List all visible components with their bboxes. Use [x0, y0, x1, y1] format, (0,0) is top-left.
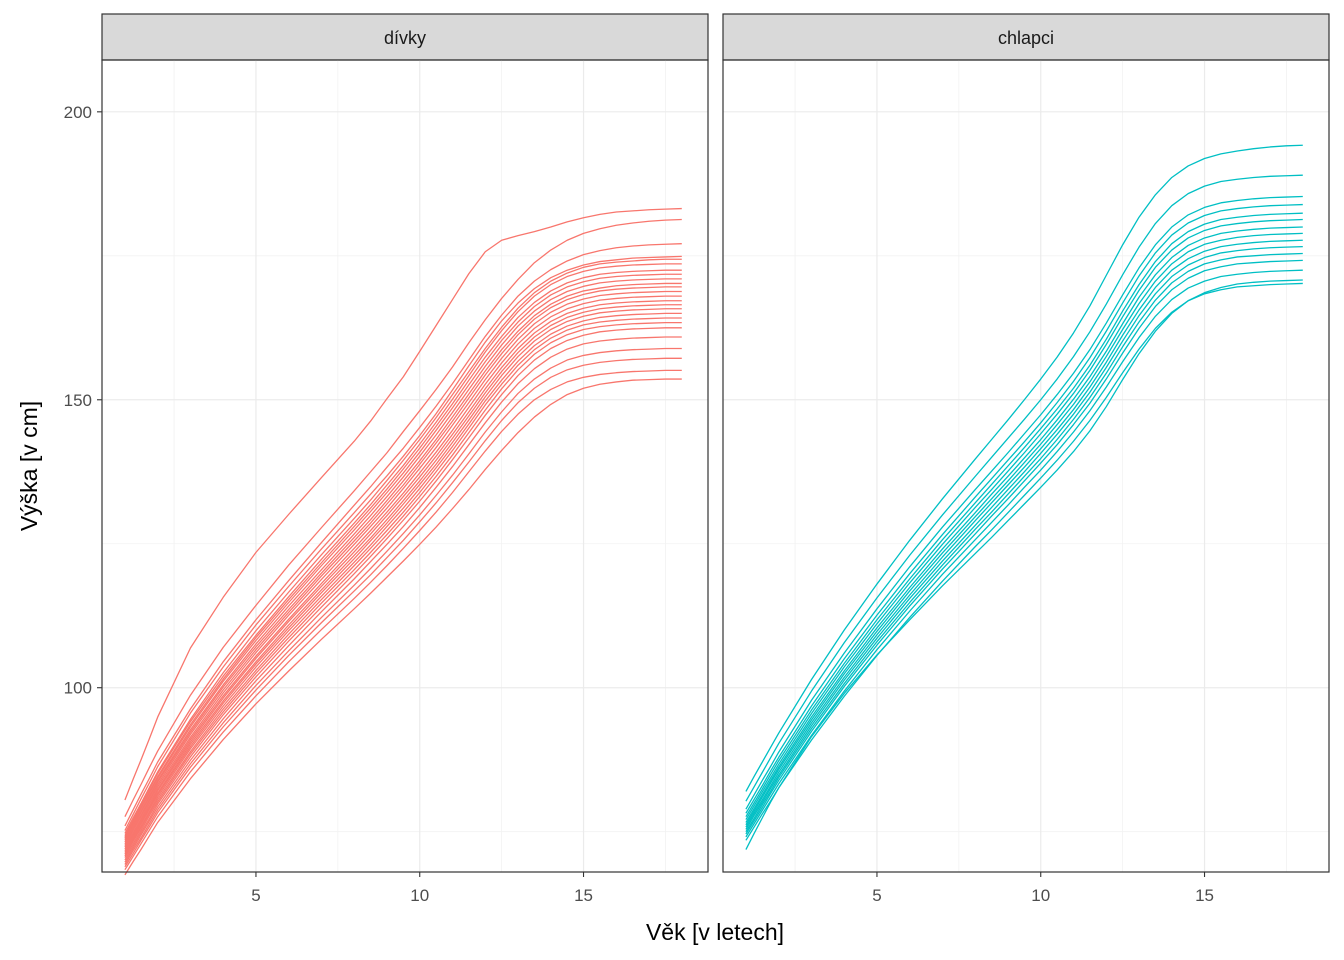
series-line-chlapci-10 [745, 245, 1303, 830]
x-axis-divky: 5 10 15 [251, 872, 593, 905]
series-line-divky-4 [124, 255, 682, 831]
panel-grid-divky [102, 60, 708, 872]
series-line-chlapci-3 [745, 195, 1303, 810]
series-line-divky-2 [124, 218, 682, 817]
series-line-divky-21 [124, 336, 682, 863]
series-group-divky [124, 207, 682, 876]
y-axis-title: Výška [v cm] [16, 401, 42, 531]
x-tick-label: 15 [574, 886, 593, 905]
series-line-divky-3 [124, 243, 682, 827]
series-line-chlapci-13 [745, 269, 1303, 838]
series-line-chlapci-14 [745, 282, 1303, 841]
series-line-chlapci-7 [745, 226, 1303, 823]
facet-label-divky: dívky [384, 28, 426, 48]
facet-label-chlapci: chlapci [998, 28, 1054, 48]
series-line-chlapci-11 [745, 252, 1303, 833]
series-line-divky-7 [124, 269, 682, 838]
y-tick-label: 100 [64, 679, 92, 698]
x-tick-label: 5 [251, 886, 260, 905]
series-line-divky-17 [124, 312, 682, 855]
x-tick-label: 10 [410, 886, 429, 905]
x-tick-label: 10 [1031, 886, 1050, 905]
series-line-divky-15 [124, 304, 682, 852]
series-line-divky-24 [124, 369, 682, 871]
panel-border-divky [101, 59, 709, 873]
facet-strip-divky [101, 13, 709, 61]
series-line-divky-19 [124, 321, 682, 858]
series-line-chlapci-2 [745, 174, 1303, 802]
series-line-chlapci-5 [745, 212, 1303, 818]
series-line-chlapci-6 [745, 218, 1303, 820]
series-line-divky-18 [124, 317, 682, 857]
x-tick-label: 15 [1195, 886, 1214, 905]
series-line-chlapci-12 [745, 259, 1303, 835]
series-line-divky-11 [124, 286, 682, 845]
series-line-divky-5 [124, 258, 682, 834]
series-line-chlapci-15 [745, 279, 1303, 850]
y-tick-label: 200 [64, 103, 92, 122]
series-line-divky-23 [124, 357, 682, 868]
series-line-divky-14 [124, 300, 682, 850]
series-line-divky-9 [124, 278, 682, 841]
x-axis-chlapci: 5 10 15 [872, 872, 1214, 905]
series-line-chlapci-9 [745, 239, 1303, 828]
series-line-divky-25 [124, 378, 682, 876]
series-group-chlapci [745, 144, 1303, 850]
series-line-divky-10 [124, 282, 682, 843]
series-line-divky-6 [124, 263, 682, 837]
series-line-divky-1 [124, 207, 682, 801]
y-axis: 100 150 200 [64, 103, 102, 698]
series-line-divky-13 [124, 295, 682, 848]
facet-panel-chlapci: chlapci 5 10 15 [722, 13, 1330, 905]
series-line-chlapci-4 [745, 203, 1303, 814]
x-tick-label: 5 [872, 886, 881, 905]
series-line-divky-16 [124, 308, 682, 853]
series-line-divky-22 [124, 347, 682, 865]
series-line-divky-12 [124, 290, 682, 846]
series-line-chlapci-8 [745, 232, 1303, 826]
x-axis-title: Věk [v letech] [646, 919, 784, 945]
series-line-divky-8 [124, 273, 682, 839]
panel-border-chlapci [722, 59, 1330, 873]
series-line-divky-20 [124, 327, 682, 861]
series-line-chlapci-1 [745, 144, 1303, 792]
y-tick-label: 150 [64, 391, 92, 410]
facet-panel-divky: dívky 5 10 15 [101, 13, 709, 905]
